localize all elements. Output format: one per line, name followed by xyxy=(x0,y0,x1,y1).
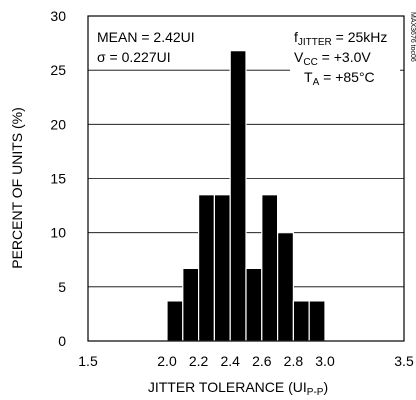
x-tick-label: 2.6 xyxy=(252,353,272,369)
y-axis-label: PERCENT OF UNITS (%) xyxy=(9,107,25,269)
histogram-bar xyxy=(292,300,310,342)
histogram-bar xyxy=(198,194,216,342)
y-tick-labels: 0 5 10 15 20 25 30 xyxy=(50,8,66,349)
fjitter-rest: = 25kHz xyxy=(332,29,388,45)
sigma-value: = 0.227UI xyxy=(106,49,171,65)
ta-annotation: TA = +85°C xyxy=(304,69,375,88)
histogram-bar xyxy=(182,267,200,342)
y-tick-label: 15 xyxy=(50,171,66,187)
histogram-bar xyxy=(308,300,326,342)
x-tick-label: 3.5 xyxy=(394,353,414,369)
ta-rest: = +85°C xyxy=(319,69,374,85)
histogram-bar xyxy=(277,232,295,342)
fjitter-annotation: fJITTER = 25kHz xyxy=(294,29,387,48)
vcc-rest: = +3.0V xyxy=(318,49,372,65)
histogram-bar xyxy=(229,50,247,342)
ta-sub: A xyxy=(313,77,320,88)
x-axis-label-main: JITTER TOLERANCE (UI xyxy=(148,379,307,395)
side-code: MAX3676 toc06 xyxy=(409,12,416,62)
x-tick-label: 1.5 xyxy=(78,353,98,369)
x-tick-label: 2.2 xyxy=(189,353,209,369)
x-axis-label-sub: P-P xyxy=(307,387,324,398)
x-axis-label: JITTER TOLERANCE (UIP-P) xyxy=(148,379,328,398)
annotation-right-bg xyxy=(290,26,400,90)
y-tick-label: 10 xyxy=(50,225,66,241)
vcc-annotation: VCC = +3.0V xyxy=(294,49,371,68)
plot-frame xyxy=(87,15,405,342)
x-tick-label: 2.8 xyxy=(284,353,304,369)
sigma-annotation: σ = 0.227UI xyxy=(97,49,171,65)
fjitter-main: f xyxy=(294,29,298,45)
annotation-left-bg xyxy=(93,26,203,68)
y-tick-label: 0 xyxy=(58,333,66,349)
fjitter-sub: JITTER xyxy=(298,37,332,48)
x-tick-label: 2.0 xyxy=(157,353,177,369)
histogram-bar xyxy=(166,300,184,342)
y-tick-label: 5 xyxy=(58,279,66,295)
histogram-bar xyxy=(261,194,279,342)
y-tick-label: 25 xyxy=(50,62,66,78)
y-tick-label: 30 xyxy=(50,8,66,24)
histogram-bar xyxy=(213,194,231,342)
ta-main: T xyxy=(304,69,313,85)
vcc-main: V xyxy=(294,49,304,65)
bars xyxy=(166,50,326,342)
mean-annotation: MEAN = 2.42UI xyxy=(97,29,195,45)
vcc-sub: CC xyxy=(303,57,317,68)
sigma-symbol: σ xyxy=(97,49,106,65)
x-tick-label: 2.4 xyxy=(220,353,240,369)
y-tick-label: 20 xyxy=(50,116,66,132)
x-axis-label-close: ) xyxy=(323,379,328,395)
x-tick-labels: 1.5 2.0 2.2 2.4 2.6 2.8 3.0 3.5 xyxy=(78,353,414,369)
x-tick-label: 3.0 xyxy=(315,353,335,369)
histogram-bar xyxy=(245,267,263,342)
